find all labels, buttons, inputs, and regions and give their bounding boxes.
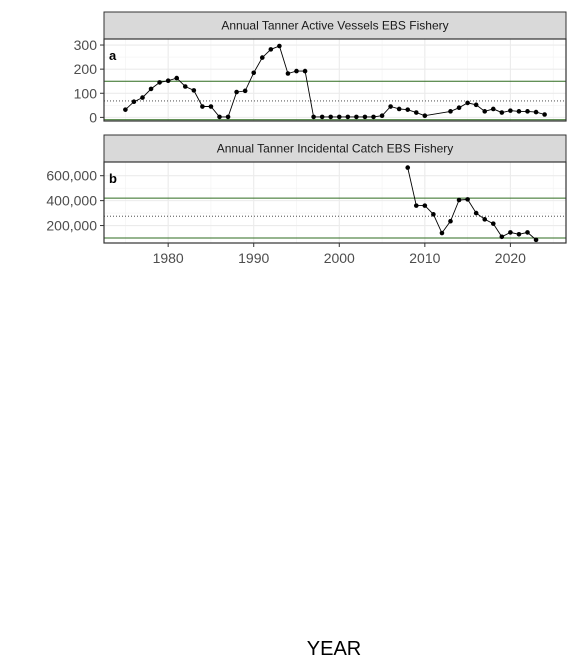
data-point (456, 105, 462, 111)
x-tick-label: 2000 (324, 250, 355, 266)
panel-strip (103, 11, 567, 40)
panel-tag: a (109, 48, 117, 63)
data-point (525, 109, 530, 114)
data-point (123, 107, 128, 112)
panel-border (103, 38, 567, 122)
panel-strip (103, 134, 567, 163)
data-point (482, 109, 488, 114)
data-point (234, 89, 239, 95)
data-point (217, 114, 222, 120)
x-tick-label: 2020 (495, 250, 526, 266)
data-point (182, 84, 188, 89)
data-point (508, 230, 513, 235)
panel-b: Annual Tanner Incidental Catch EBS Fishe… (46, 134, 567, 244)
data-point (508, 108, 513, 113)
panel-tag: b (109, 171, 117, 186)
data-point (516, 109, 522, 114)
data-point (388, 104, 393, 109)
data-point (465, 100, 470, 106)
data-point (482, 217, 488, 222)
y-tick-label: 600,000 (46, 168, 97, 184)
y-tick-label: 200 (74, 61, 98, 77)
data-point (533, 109, 539, 115)
x-tick-label: 1990 (238, 250, 269, 266)
y-tick-label: 100 (74, 85, 98, 101)
data-point (208, 104, 214, 109)
y-tick-label: 200,000 (46, 218, 97, 234)
data-point (431, 212, 436, 217)
data-point (499, 110, 505, 115)
data-point (413, 203, 419, 208)
data-point (157, 80, 162, 85)
x-tick-label: 1980 (153, 250, 184, 266)
data-point (191, 88, 197, 93)
plot-area (104, 162, 566, 243)
data-point (422, 203, 428, 208)
panel-title: Annual Tanner Active Vessels EBS Fishery (221, 19, 448, 33)
data-point (259, 55, 265, 60)
data-point (516, 231, 522, 237)
plot-area (104, 39, 566, 121)
data-point (362, 114, 368, 120)
data-point (456, 197, 462, 203)
data-point (319, 114, 325, 120)
data-point (542, 112, 547, 117)
data-point (140, 95, 145, 100)
data-point (499, 234, 505, 240)
x-tick-label: 2010 (409, 250, 440, 266)
data-point (465, 197, 470, 202)
data-point (405, 107, 411, 112)
y-tick-label: 0 (89, 109, 97, 125)
data-point (448, 218, 453, 224)
data-point (225, 114, 231, 120)
data-point (242, 88, 248, 94)
data-point (165, 78, 171, 84)
panel-border (103, 161, 567, 244)
panel-title: Annual Tanner Incidental Catch EBS Fishe… (217, 142, 454, 156)
data-point (131, 99, 137, 105)
data-point (268, 47, 274, 52)
data-point (285, 71, 291, 76)
data-point (422, 113, 428, 118)
data-point (533, 237, 539, 243)
data-point (336, 114, 342, 120)
data-point (413, 110, 419, 115)
data-point (525, 230, 530, 235)
data-point (473, 210, 479, 216)
data-point (277, 43, 282, 49)
data-point (439, 230, 445, 236)
data-point (396, 106, 402, 112)
data-point (490, 221, 496, 226)
y-tick-label: 300 (74, 37, 98, 53)
data-point (311, 114, 316, 120)
data-point (251, 70, 257, 76)
data-point (302, 68, 308, 74)
data-point (473, 102, 479, 108)
data-point (405, 165, 411, 170)
data-point (371, 114, 376, 120)
data-point (200, 104, 205, 109)
data-point (345, 114, 351, 120)
data-point (294, 68, 299, 74)
data-point (148, 86, 154, 92)
data-point (174, 75, 180, 81)
data-point (490, 106, 496, 112)
panel-a: Annual Tanner Active Vessels EBS Fishery… (74, 11, 567, 125)
y-tick-label: 400,000 (46, 193, 97, 209)
data-point (354, 114, 359, 120)
data-point (448, 109, 453, 114)
data-point (379, 113, 385, 118)
series-line (407, 167, 537, 241)
data-point (328, 114, 334, 120)
x-axis-label: YEAR (306, 638, 362, 660)
